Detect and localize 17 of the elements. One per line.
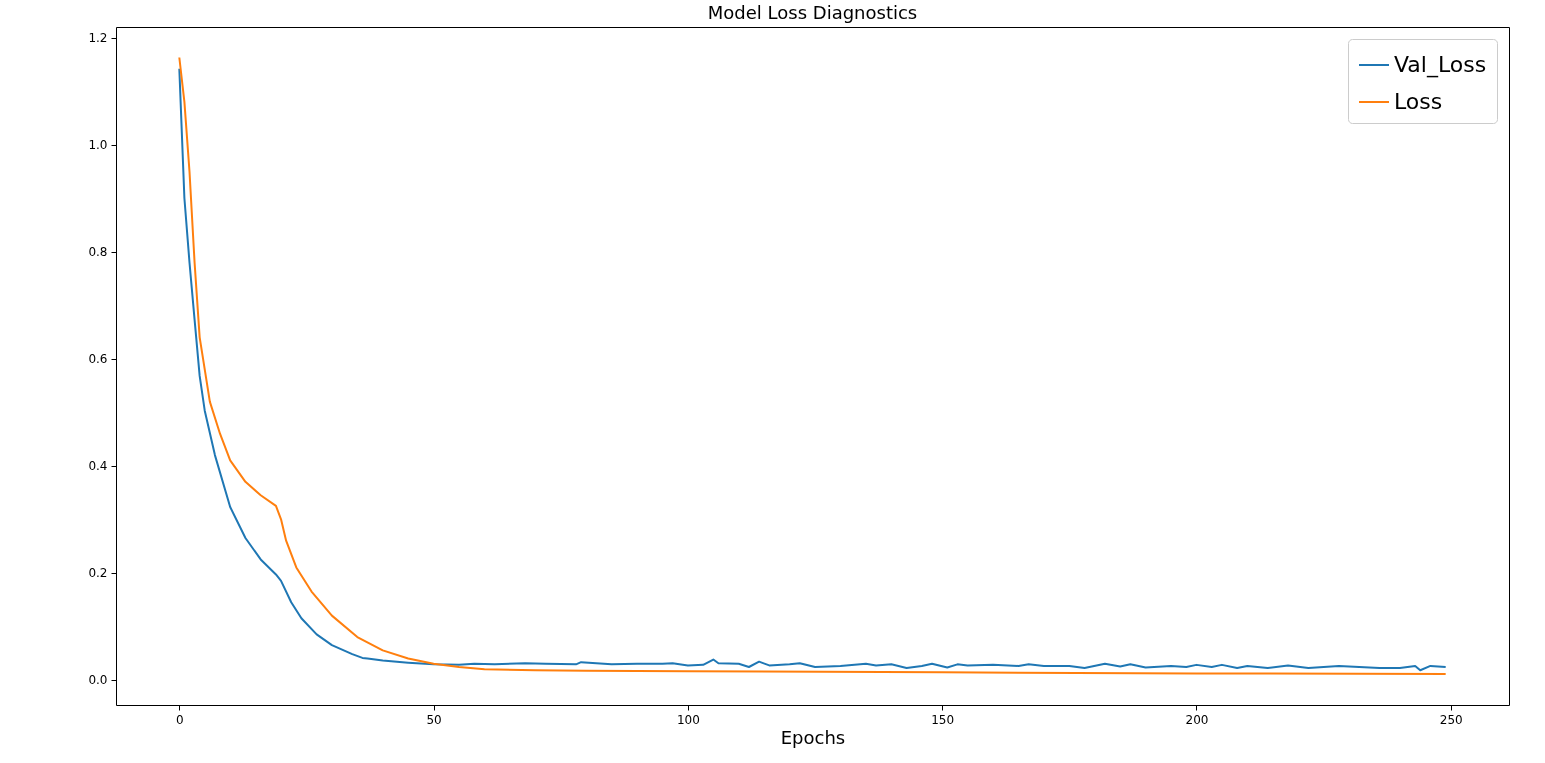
y-tick-label: 1.0 [88, 138, 108, 153]
x-tick-label: 250 [1439, 712, 1463, 727]
x-axis-title: Epochs [780, 726, 846, 748]
x-tick-label: 50 [426, 712, 442, 727]
y-tick-label: 1.2 [88, 31, 108, 46]
x-tick-label: 100 [676, 712, 700, 727]
legend-label: Loss [1394, 89, 1443, 114]
x-tick-label: 150 [931, 712, 955, 727]
y-tick-label: 0.2 [88, 566, 108, 581]
x-tick-label: 200 [1185, 712, 1209, 727]
y-tick-label: 0.0 [88, 673, 108, 688]
y-tick-label: 0.6 [88, 352, 108, 367]
legend-label: Val_Loss [1394, 52, 1487, 78]
y-tick-label: 0.8 [88, 245, 108, 260]
x-tick-label: 0 [176, 712, 184, 727]
chart-title: Model Loss Diagnostics [707, 2, 918, 23]
y-tick-label: 0.4 [88, 459, 108, 474]
